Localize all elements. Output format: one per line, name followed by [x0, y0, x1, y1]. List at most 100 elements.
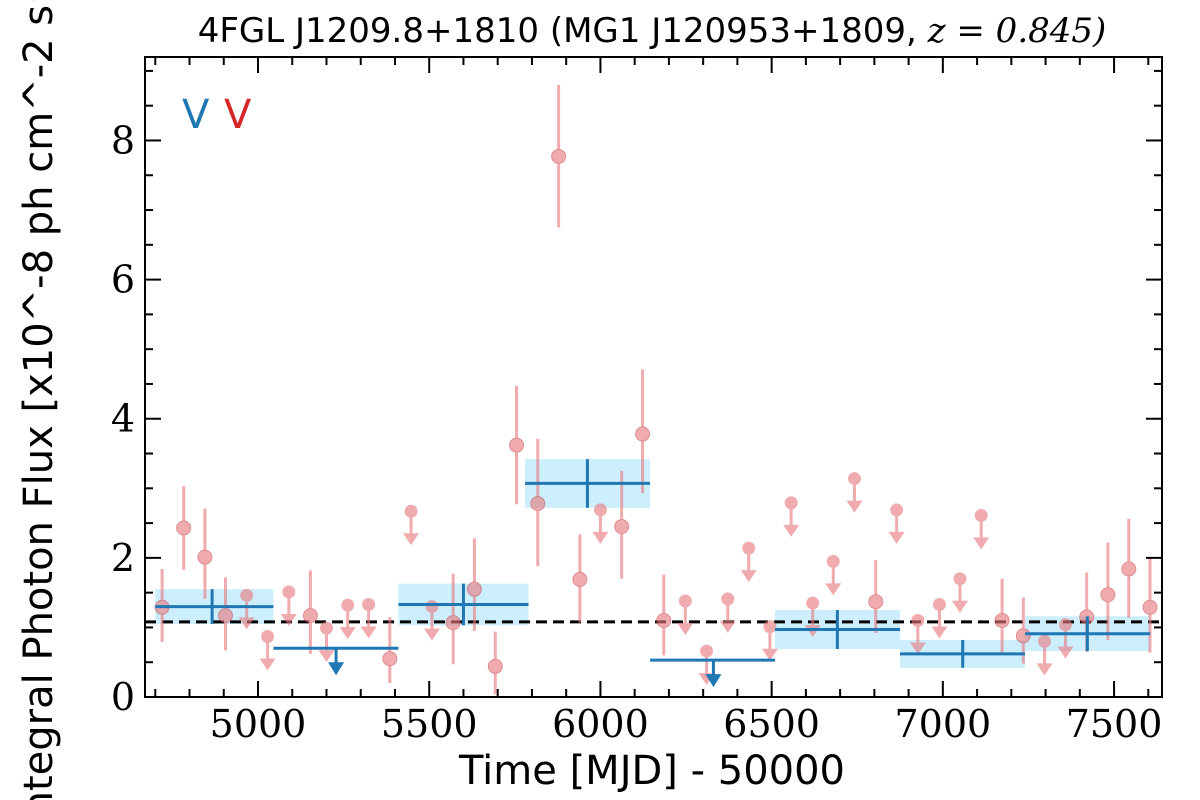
short-bin-marker-7 [302, 608, 318, 624]
long-bin-layer [155, 459, 1151, 688]
short-bin-point-10 [360, 597, 377, 639]
short-bin-ul-marker-6 [282, 585, 296, 599]
short-bin-marker-23 [635, 426, 651, 442]
chart-title-math-rest: = 0.845) [946, 11, 1107, 51]
short-bin-point-37 [931, 597, 948, 639]
short-bin-point-35 [888, 503, 905, 544]
short-bin-point-22 [614, 470, 630, 579]
x-tick-label-1: 5500 [381, 702, 478, 746]
legend-label-blue: V [182, 92, 210, 138]
short-bin-point-3 [217, 577, 233, 651]
short-bin-marker-46 [1121, 561, 1137, 577]
short-bin-ul-arrow-29 [761, 648, 778, 661]
short-bin-ul-arrow-6 [280, 613, 297, 626]
short-bin-marker-11 [382, 651, 398, 667]
short-bin-ul-arrow-8 [318, 650, 335, 663]
short-bin-ul-marker-37 [932, 597, 946, 611]
long-bin-ul-arrow-1 [328, 662, 345, 676]
short-bin-point-2 [197, 508, 213, 599]
y-tick-label-2: 4 [111, 397, 135, 441]
short-bin-marker-1 [176, 520, 192, 536]
short-bin-ul-marker-36 [911, 613, 925, 627]
short-bin-ul-arrow-9 [339, 627, 356, 640]
short-bin-ul-marker-30 [784, 496, 798, 510]
short-bin-ul-arrow-12 [403, 533, 420, 546]
short-bin-point-14 [445, 573, 461, 665]
short-bin-point-16 [487, 631, 503, 695]
legend-label-red: V [224, 92, 252, 138]
y-tick-label-1: 2 [111, 536, 135, 580]
short-bin-ul-marker-35 [890, 503, 904, 517]
short-bin-point-40 [994, 578, 1010, 656]
short-bin-layer [154, 84, 1158, 695]
short-bin-ul-arrow-33 [846, 500, 863, 513]
short-bin-ul-marker-13 [425, 600, 439, 614]
short-bin-marker-2 [197, 549, 213, 565]
short-bin-ul-arrow-25 [677, 623, 694, 635]
short-bin-point-1 [176, 486, 192, 570]
short-bin-ul-arrow-28 [740, 570, 757, 583]
short-bin-ul-marker-10 [362, 597, 376, 611]
short-bin-ul-arrow-5 [259, 658, 276, 671]
short-bin-ul-marker-25 [678, 594, 692, 608]
short-bin-point-25 [677, 594, 694, 635]
short-bin-point-7 [302, 570, 318, 654]
short-bin-point-17 [509, 386, 525, 505]
short-bin-point-39 [973, 508, 990, 550]
short-bin-point-33 [846, 472, 863, 513]
short-bin-ul-arrow-43 [1057, 646, 1074, 659]
chart-title: 4FGL J1209.8+1810 (MG1 J120953+1809, z =… [198, 11, 1107, 51]
short-bin-ul-arrow-37 [931, 626, 948, 639]
short-bin-point-24 [656, 574, 672, 656]
short-bin-point-47 [1142, 557, 1158, 653]
short-bin-ul-marker-31 [806, 596, 820, 610]
short-bin-ul-marker-8 [319, 621, 333, 635]
short-bin-ul-arrow-30 [783, 524, 800, 537]
short-bin-point-36 [909, 613, 926, 655]
x-tick-label-5: 7500 [1066, 702, 1163, 746]
short-bin-marker-34 [868, 594, 884, 610]
short-bin-point-9 [339, 598, 356, 640]
short-bin-ul-arrow-39 [973, 537, 990, 550]
short-bin-point-34 [868, 559, 884, 633]
short-bin-ul-marker-26 [700, 644, 714, 658]
short-bin-marker-17 [509, 437, 525, 453]
short-bin-point-27 [719, 592, 736, 633]
short-bin-ul-marker-42 [1038, 634, 1052, 648]
short-bin-ul-marker-38 [953, 572, 967, 586]
short-bin-ul-marker-33 [848, 472, 862, 486]
x-tick-label-0: 5000 [210, 702, 307, 746]
short-bin-ul-marker-4 [240, 588, 254, 602]
chart-title-math-var: z [927, 11, 947, 51]
short-bin-ul-arrow-4 [238, 617, 255, 630]
short-bin-point-29 [761, 620, 778, 661]
short-bin-point-21 [592, 503, 609, 544]
short-bin-ul-marker-28 [742, 541, 756, 555]
x-axis-label: Time [MJD] - 50000 [458, 748, 845, 794]
long-bin-ul-arrow-4 [705, 674, 722, 688]
short-bin-point-30 [783, 496, 800, 537]
short-bin-marker-15 [466, 581, 482, 597]
plot-frame [144, 56, 1163, 698]
short-bin-ul-arrow-38 [951, 600, 968, 613]
x-tick-label-4: 7000 [894, 702, 991, 746]
short-bin-marker-22 [614, 519, 630, 535]
short-bin-marker-3 [217, 608, 233, 624]
tick-labels-layer: 5000 5500 6000 6500 7000 7500 0 2 4 6 8 [111, 118, 1163, 746]
short-bin-ul-marker-5 [261, 629, 275, 643]
short-bin-point-38 [951, 572, 968, 613]
short-bin-point-28 [740, 541, 757, 583]
x-tick-label-3: 6500 [723, 702, 820, 746]
short-bin-point-42 [1036, 634, 1053, 676]
short-bin-ul-arrow-13 [423, 628, 440, 641]
short-bin-marker-20 [572, 571, 588, 587]
short-bin-point-20 [572, 534, 588, 623]
short-bin-ul-arrow-27 [719, 620, 736, 633]
short-bin-ul-arrow-42 [1036, 663, 1053, 676]
short-bin-ul-arrow-21 [592, 531, 609, 544]
short-bin-point-8 [318, 621, 335, 663]
short-bin-point-15 [466, 538, 482, 631]
short-bin-ul-marker-43 [1058, 618, 1072, 632]
short-bin-ul-arrow-32 [825, 583, 842, 596]
